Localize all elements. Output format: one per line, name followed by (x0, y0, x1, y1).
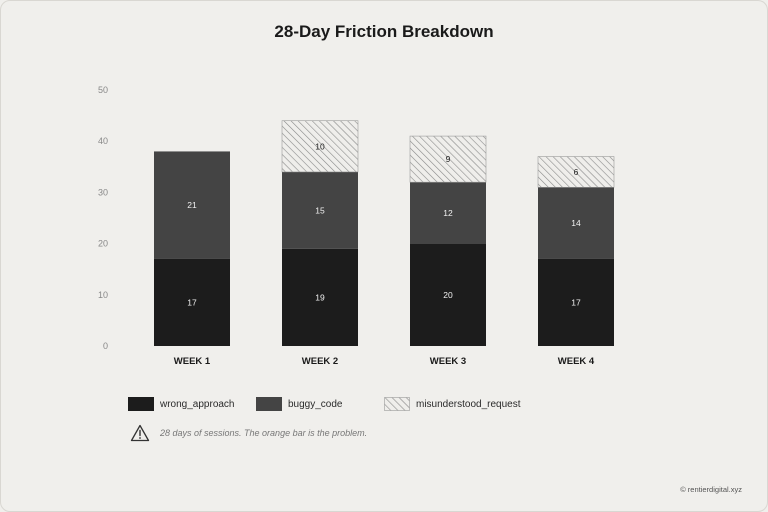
data-label: 9 (446, 154, 451, 164)
data-label: 14 (571, 218, 581, 228)
x-tick-label: WEEK 4 (558, 356, 595, 367)
legend-item-buggy-code: buggy_code (256, 395, 343, 413)
bar-segment-wrong-approach (538, 258, 614, 346)
bar-segment-wrong-approach (410, 243, 486, 346)
warning-icon (130, 424, 150, 442)
x-tick-label: WEEK 2 (302, 356, 338, 367)
credit: © rentierdigital.xyz (680, 485, 742, 494)
data-label: 17 (571, 297, 581, 307)
footnote: 28 days of sessions. The orange bar is t… (130, 424, 367, 442)
legend-label: misunderstood_request (416, 398, 521, 410)
y-tick-label: 20 (98, 239, 108, 249)
bar-segment-misunderstood-request (409, 135, 487, 183)
data-label: 17 (187, 297, 197, 307)
bar-segment-wrong-approach (154, 258, 230, 346)
bar-segment-buggy-code (538, 187, 614, 259)
legend-item-misunderstood-request: misunderstood_request (384, 395, 521, 413)
legend-label: wrong_approach (160, 398, 235, 410)
data-label: 19 (315, 292, 325, 302)
bar-segment-wrong-approach (282, 248, 358, 346)
chart-title: 28-Day Friction Breakdown (274, 22, 494, 41)
y-tick-label: 0 (103, 341, 108, 351)
data-label: 10 (315, 141, 325, 151)
data-label: 6 (574, 167, 579, 177)
y-tick-label: 30 (98, 187, 108, 197)
data-label: 20 (443, 290, 453, 300)
legend-swatch (384, 397, 410, 411)
legend-swatch (128, 397, 154, 411)
data-label: 15 (315, 205, 325, 215)
x-tick-label: WEEK 3 (430, 356, 466, 367)
data-label: 21 (187, 200, 197, 210)
y-tick-label: 40 (98, 136, 108, 146)
bar-segment-misunderstood-request (537, 156, 615, 188)
legend-label: buggy_code (288, 398, 343, 410)
bar-segment-buggy-code (154, 151, 230, 259)
bar-segment-buggy-code (410, 182, 486, 244)
bar-segment-misunderstood-request (281, 120, 359, 173)
bar-segment-buggy-code (282, 171, 358, 249)
footnote-text: 28 days of sessions. The orange bar is t… (160, 428, 368, 438)
legend-item-wrong-approach: wrong_approach (128, 395, 235, 413)
legend-swatch (256, 397, 282, 411)
x-tick-label: WEEK 1 (174, 356, 211, 367)
y-tick-label: 10 (98, 290, 108, 300)
y-tick-label: 50 (98, 85, 108, 95)
data-label: 12 (443, 208, 453, 218)
